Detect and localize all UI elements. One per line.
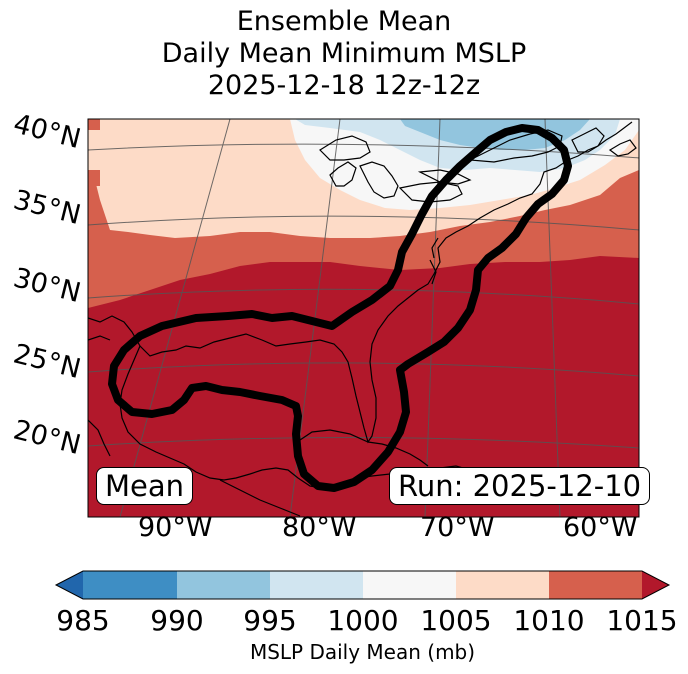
colorbar-segment-985-990	[83, 571, 177, 599]
title-line-2: Daily Mean Minimum MSLP	[161, 38, 527, 69]
lon-label-70w: 70°W	[420, 512, 495, 543]
colorbar-outline	[54, 570, 671, 600]
title-line-3: 2025-12-18 12z-12z	[207, 70, 481, 101]
colorbar-tick-1005: 1005	[420, 604, 492, 637]
colorbar-segment-1010-1015	[549, 571, 642, 599]
mean-label-box: Mean	[96, 467, 194, 505]
graticule	[88, 119, 639, 517]
colorbar-tick-1015: 1015	[606, 604, 678, 637]
colorbar-extend-high	[642, 571, 669, 599]
colorbar-tick-990: 990	[150, 604, 204, 637]
coastlines	[88, 121, 637, 517]
probability-contour	[108, 124, 572, 492]
colorbar	[54, 570, 671, 600]
title-line-1: Ensemble Mean	[236, 6, 452, 37]
run-date-box: Run: 2025-12-10	[389, 467, 651, 505]
colorbar-tick-1010: 1010	[513, 604, 585, 637]
colorbar-label: MSLP Daily Mean (mb)	[249, 640, 476, 664]
colorbar-segment-995-1000	[270, 571, 363, 599]
lon-label-60w: 60°W	[563, 512, 638, 543]
colorbar-tick-995: 995	[243, 604, 297, 637]
map-frame	[87, 118, 640, 518]
colorbar-tick-1000: 1000	[327, 604, 399, 637]
colorbar-extend-low	[56, 571, 83, 599]
colorbar-tick-985: 985	[56, 604, 110, 637]
colorbar-segment-1000-1005	[363, 571, 456, 599]
map-panel	[88, 119, 639, 517]
colorbar-segment-1005-1010	[456, 571, 549, 599]
lon-label-90w: 90°W	[138, 512, 213, 543]
colorbar-segment-990-995	[177, 571, 270, 599]
pressure-band-985	[88, 119, 100, 186]
lon-label-80w: 80°W	[282, 512, 357, 543]
